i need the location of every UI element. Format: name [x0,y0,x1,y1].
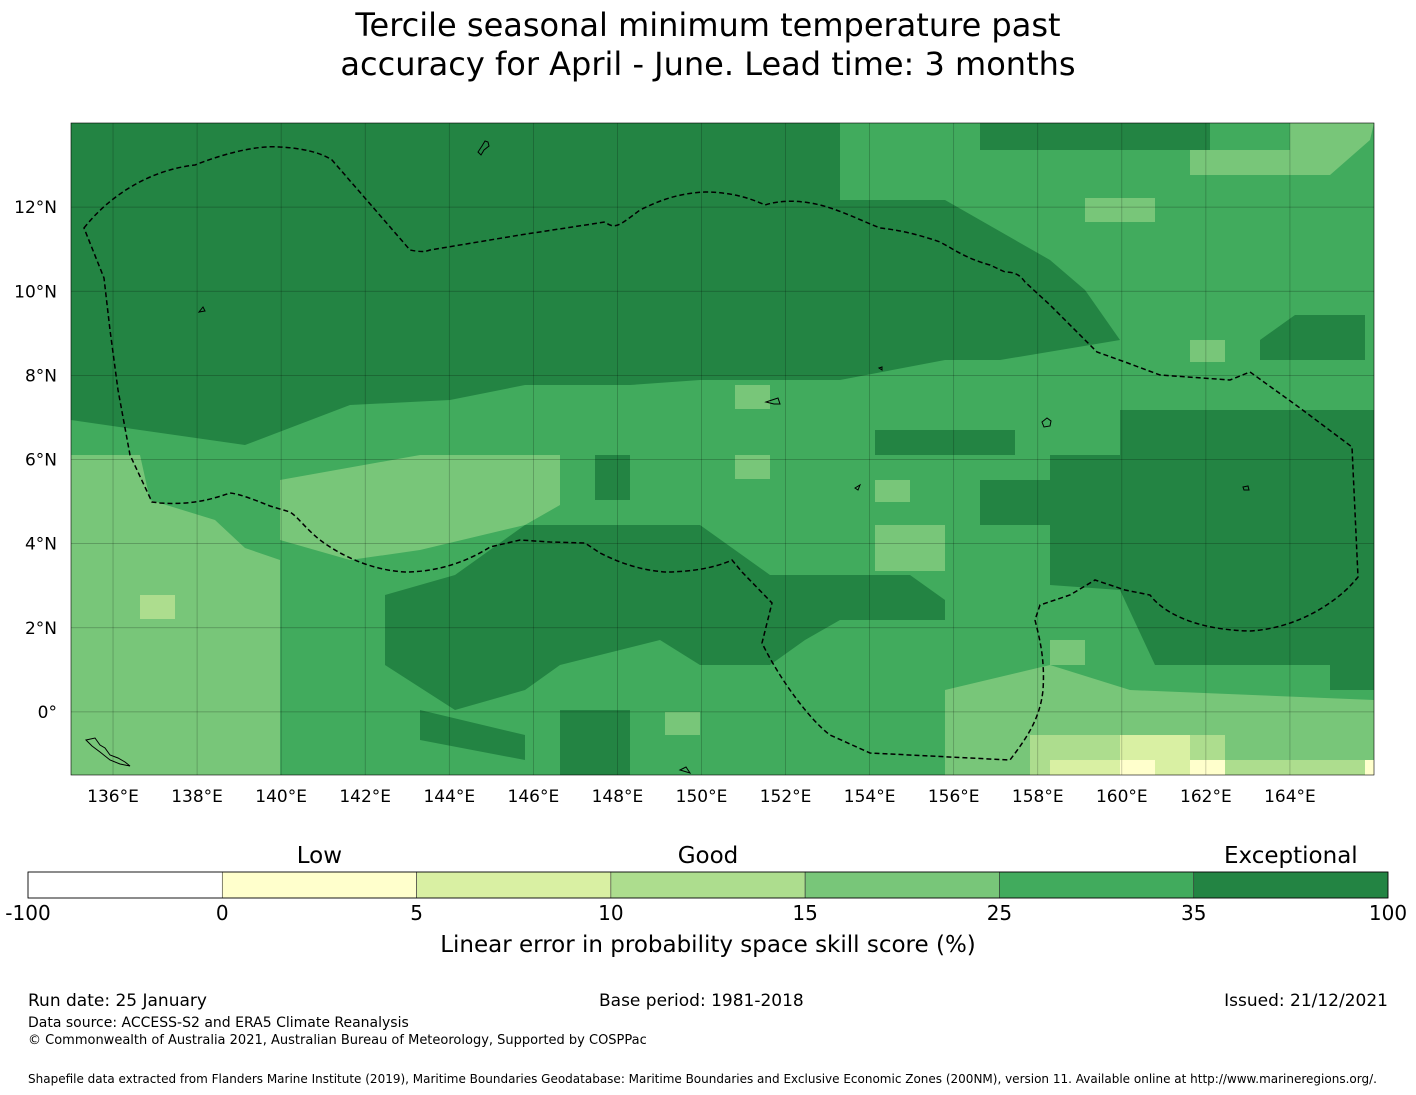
island-guam [477,140,490,156]
lon-label-6: 148°E [592,787,644,807]
region-exceptional-central-south [385,525,945,710]
island-chuuk [764,397,781,405]
patch-light-6 [875,525,945,571]
copyright: © Commonwealth of Australia 2021, Austra… [28,1033,647,1048]
patch-low-5 [1365,760,1374,775]
colorbar-bin-5 [999,871,1195,899]
eez-boundaries [83,145,1359,761]
colorbar-category-good: Good [677,843,739,869]
region-good-west [71,455,280,775]
region-exceptional-north [71,123,1120,445]
lon-label-0: 136°E [87,787,139,807]
island-small-a [197,306,206,313]
region-exceptional-northeast [1260,315,1365,360]
coastlines [85,140,1250,774]
patch-light-1 [140,595,175,619]
colorbar-tick-4: 15 [792,901,818,925]
island-palau-group [85,737,131,767]
issued-date: Issued: 21/12/2021 [1224,991,1388,1011]
patch-low-3 [1120,760,1155,775]
lon-label-10: 156°E [928,787,980,807]
region-good-east [1190,123,1374,175]
patch-light-4 [735,455,770,479]
island-small-d [877,366,883,371]
colorbar-bin-2 [416,871,612,899]
colorbar-bin-6 [1193,871,1389,899]
lon-label-2: 140°E [255,787,307,807]
map-title: Tercile seasonal minimum temperature pas… [0,6,1416,84]
colorbar-bin-4 [804,871,1000,899]
map-frame [70,122,1375,776]
lat-label-1: 10°N [14,282,57,302]
title-line-2: accuracy for April - June. Lead time: 3 … [340,45,1076,83]
skill-regions [71,123,1374,775]
lon-label-8: 152°E [760,787,812,807]
base-period: Base period: 1981-2018 [599,991,804,1011]
region-exceptional-mid [595,455,630,500]
lat-label-4: 4°N [25,535,57,555]
lat-label-3: 6°N [25,451,57,471]
shapefile-credit: Shapefile data extracted from Flanders M… [28,1072,1377,1086]
colorbar-title: Linear error in probability space skill … [440,932,976,958]
colorbar-frame [27,871,1389,899]
colorbar-category-low: Low [296,843,343,869]
region-good-central-west [280,455,560,560]
region-exceptional-east [1050,410,1374,690]
lon-label-11: 158°E [1012,787,1064,807]
patch-light-8 [1085,198,1155,222]
colorbar-tick-0: -100 [5,901,51,925]
eez-boundary-west [83,145,1359,761]
region-exceptional-northeast-top [980,123,1210,150]
island-pohnpei [1041,417,1052,428]
lon-label-12: 160°E [1096,787,1148,807]
patch-low-2 [1120,735,1190,760]
map-gridlines [71,123,1374,775]
lon-label-3: 142°E [339,787,391,807]
run-date: Run date: 25 January [28,991,207,1011]
island-small-c [854,483,862,491]
lon-label-13: 162°E [1180,787,1232,807]
latitude-labels: 12°N 10°N 8°N 6°N 4°N 2°N 0° [14,198,57,723]
colorbar-tick-6: 35 [1180,901,1207,925]
lon-label-14: 164°E [1264,787,1316,807]
title-line-1: Tercile seasonal minimum temperature pas… [355,6,1061,44]
colorbar [27,871,1389,899]
lon-label-1: 138°E [171,787,223,807]
lon-label-9: 154°E [844,787,896,807]
region-exceptional-south [560,710,630,775]
colorbar-tick-3: 10 [598,901,624,925]
colorbar-category-exceptional: Exceptional [1224,843,1358,869]
patch-low-4 [1190,760,1225,775]
lat-label-0: 12°N [14,198,57,218]
region-exceptional-south2 [420,710,525,760]
lon-label-7: 150°E [676,787,728,807]
patch-light-5 [875,480,910,502]
patch-light-9 [1050,640,1085,665]
colorbar-tick-2: 5 [410,901,423,925]
patch-light-2 [665,712,700,735]
colorbar-bin-3 [610,871,806,899]
longitude-labels: 136°E 138°E 140°E 142°E 144°E 146°E 148°E 150°E… [87,787,1316,807]
colorbar-bin-1 [221,871,417,899]
region-exceptional-mid2 [875,430,1015,455]
lat-label-2: 8°N [25,366,57,386]
colorbar-tick-7: 100 [1368,901,1408,925]
island-small-b [678,766,692,774]
data-source: Data source: ACCESS-S2 and ERA5 Climate … [28,1015,409,1031]
lat-label-6: 0° [38,703,57,723]
lon-label-5: 146°E [508,787,560,807]
colorbar-tick-5: 25 [986,901,1013,925]
colorbar-bin-0 [27,871,223,899]
region-exceptional-east-mid [980,480,1050,525]
colorbar-tick-1: 0 [215,901,229,925]
lat-label-5: 2°N [25,619,57,639]
patch-light-7 [1190,340,1225,362]
patch-light-3 [735,385,770,409]
lon-label-4: 144°E [423,787,475,807]
island-kosrae [1242,485,1250,491]
